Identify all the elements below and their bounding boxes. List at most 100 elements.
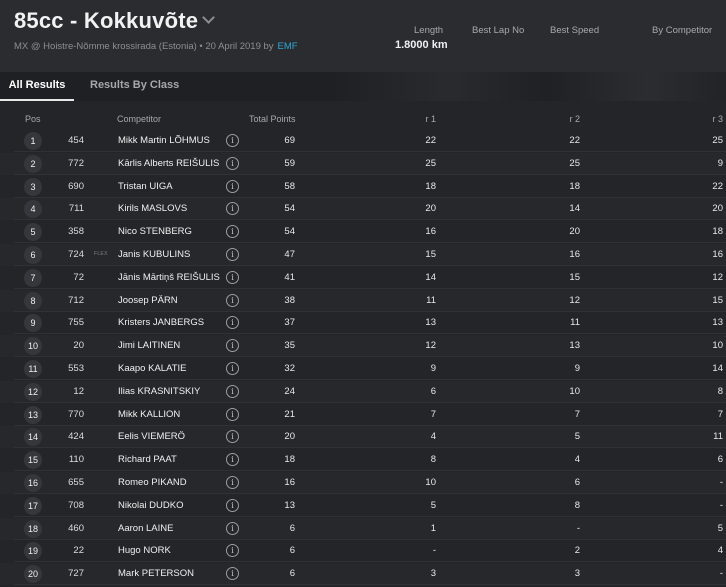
competitor-name[interactable]: Joosep PÄRN <box>118 295 178 306</box>
table-row[interactable]: 16 655 Romeo PIKAND i 16 10 6 - <box>0 472 726 494</box>
length-value: 1.8000 km <box>395 39 448 51</box>
competitor-name[interactable]: Aaron LAINE <box>118 523 174 534</box>
competitor-name[interactable]: Nico STENBERG <box>118 226 192 237</box>
info-icon[interactable]: i <box>226 544 239 557</box>
column-header-competitor[interactable]: Competitor <box>117 114 162 124</box>
table-row[interactable]: 10 20 Jimi LAITINEN i 35 12 13 10 <box>0 335 726 357</box>
tab-all-results[interactable]: All Results <box>0 72 74 101</box>
round-1-points: 7 <box>430 409 436 420</box>
table-row[interactable]: 9 755 Kristers JANBERGS i 37 13 11 13 <box>0 312 726 334</box>
organizer-link[interactable]: EMF <box>277 41 298 52</box>
position-badge: 9 <box>24 314 42 332</box>
competitor-name[interactable]: Kirils MASLOVS <box>118 203 188 214</box>
info-icon[interactable]: i <box>226 499 239 512</box>
column-header-r3[interactable]: r 3 <box>712 114 723 124</box>
info-icon[interactable]: i <box>226 362 239 375</box>
row-divider <box>14 516 726 517</box>
table-row[interactable]: 11 553 Kaapo KALATIE i 32 9 9 14 <box>0 358 726 380</box>
competitor-name[interactable]: Kārlis Alberts REIŠULIS <box>118 158 220 169</box>
table-row[interactable]: 14 424 Eelis VIEMERÖ i 20 4 5 11 <box>0 426 726 448</box>
info-icon[interactable]: i <box>226 316 239 329</box>
competitor-name[interactable]: Janis KUBULINS <box>118 249 191 260</box>
info-icon[interactable]: i <box>226 476 239 489</box>
position-badge: 19 <box>24 542 42 560</box>
table-row[interactable]: 20 727 Mark PETERSON i 6 3 3 - <box>0 563 726 585</box>
results-tabs: All Results Results By Class <box>0 72 726 101</box>
info-icon[interactable]: i <box>226 567 239 580</box>
table-row[interactable]: 13 770 Mikk KALLION i 21 7 7 7 <box>0 404 726 426</box>
row-divider <box>14 311 726 312</box>
round-2-points: 16 <box>569 249 580 260</box>
info-icon[interactable]: i <box>226 385 239 398</box>
competitor-name[interactable]: Hugo NORK <box>118 545 171 556</box>
round-1-points: 22 <box>425 135 436 146</box>
position-badge: 6 <box>24 246 42 264</box>
competitor-name[interactable]: Tristan UIGA <box>118 181 173 192</box>
table-row[interactable]: 18 460 Aaron LAINE i 6 1 - 5 <box>0 518 726 540</box>
table-row[interactable]: 7 72 Jānis Mārtiņš REIŠULIS i 41 14 15 12 <box>0 267 726 289</box>
table-row[interactable]: 3 690 Tristan UIGA i 58 18 18 22 <box>0 176 726 198</box>
race-number: 20 <box>73 340 84 351</box>
round-3-points: 22 <box>712 181 723 192</box>
info-icon[interactable]: i <box>226 180 239 193</box>
race-number: 711 <box>68 203 84 214</box>
table-row[interactable]: 15 110 Richard PAAT i 18 8 4 6 <box>0 449 726 471</box>
competitor-name[interactable]: Nikolai DUDKO <box>118 500 184 511</box>
info-icon[interactable]: i <box>226 134 239 147</box>
tab-results-by-class[interactable]: Results By Class <box>90 79 180 91</box>
column-header-total-points[interactable]: Total Points <box>249 114 296 124</box>
info-icon[interactable]: i <box>226 339 239 352</box>
competitor-name[interactable]: Kristers JANBERGS <box>118 317 205 328</box>
row-divider <box>14 539 726 540</box>
competitor-name[interactable]: Mikk KALLION <box>118 409 181 420</box>
round-3-points: 15 <box>712 295 723 306</box>
info-icon[interactable]: i <box>226 453 239 466</box>
column-header-r2[interactable]: r 2 <box>569 114 580 124</box>
info-icon[interactable]: i <box>226 294 239 307</box>
total-points: 18 <box>284 454 295 465</box>
round-3-points: - <box>719 568 723 579</box>
info-icon[interactable]: i <box>226 248 239 261</box>
competitor-name[interactable]: Mark PETERSON <box>118 568 195 579</box>
table-row[interactable]: 17 708 Nikolai DUDKO i 13 5 8 - <box>0 495 726 517</box>
chevron-down-icon[interactable] <box>202 11 216 24</box>
info-icon[interactable]: i <box>226 202 239 215</box>
table-row[interactable]: 5 358 Nico STENBERG i 54 16 20 18 <box>0 221 726 243</box>
competitor-name[interactable]: Kaapo KALATIE <box>118 363 187 374</box>
competitor-name[interactable]: Eelis VIEMERÖ <box>118 431 186 442</box>
competitor-name[interactable]: Ilias KRASNITSKIY <box>118 386 201 397</box>
competitor-name[interactable]: Jimi LAITINEN <box>118 340 181 351</box>
round-1-points: 20 <box>425 203 436 214</box>
table-row[interactable]: 12 12 Ilias KRASNITSKIY i 24 6 10 8 <box>0 381 726 403</box>
info-icon[interactable]: i <box>226 408 239 421</box>
position-badge: 20 <box>24 565 42 583</box>
info-icon[interactable]: i <box>226 225 239 238</box>
total-points: 21 <box>284 409 295 420</box>
table-row[interactable]: 2 772 Kārlis Alberts REIŠULIS i 59 25 25 9 <box>0 153 726 175</box>
position-badge: 3 <box>24 178 42 196</box>
round-3-points: - <box>719 477 723 488</box>
column-header-pos[interactable]: Pos <box>25 114 41 124</box>
table-row[interactable]: 8 712 Joosep PÄRN i 38 11 12 15 <box>0 290 726 312</box>
column-header-r1[interactable]: r 1 <box>425 114 436 124</box>
competitor-name[interactable]: Jānis Mārtiņš REIŠULIS <box>118 272 220 283</box>
round-2-points: 18 <box>569 181 580 192</box>
info-icon[interactable]: i <box>226 157 239 170</box>
table-row[interactable]: 19 22 Hugo NORK i 6 - 2 4 <box>0 540 726 562</box>
round-3-points: 20 <box>712 203 723 214</box>
round-3-points: 14 <box>712 363 723 374</box>
competitor-name[interactable]: Richard PAAT <box>118 454 177 465</box>
table-row[interactable]: 4 711 Kirils MASLOVS i 54 20 14 20 <box>0 198 726 220</box>
info-icon[interactable]: i <box>226 430 239 443</box>
total-points: 16 <box>284 477 295 488</box>
row-divider <box>14 288 726 289</box>
event-title[interactable]: 85cc - Kokkuvõte <box>14 8 216 34</box>
table-row[interactable]: 6 724 FLEX Janis KUBULINS i 47 15 16 16 <box>0 244 726 266</box>
info-icon[interactable]: i <box>226 271 239 284</box>
round-1-points: 12 <box>425 340 436 351</box>
competitor-name[interactable]: Romeo PIKAND <box>118 477 187 488</box>
position-badge: 1 <box>24 132 42 150</box>
table-row[interactable]: 1 454 Mikk Martin LÕHMUS i 69 22 22 25 <box>0 130 726 152</box>
competitor-name[interactable]: Mikk Martin LÕHMUS <box>118 135 210 146</box>
info-icon[interactable]: i <box>226 522 239 535</box>
